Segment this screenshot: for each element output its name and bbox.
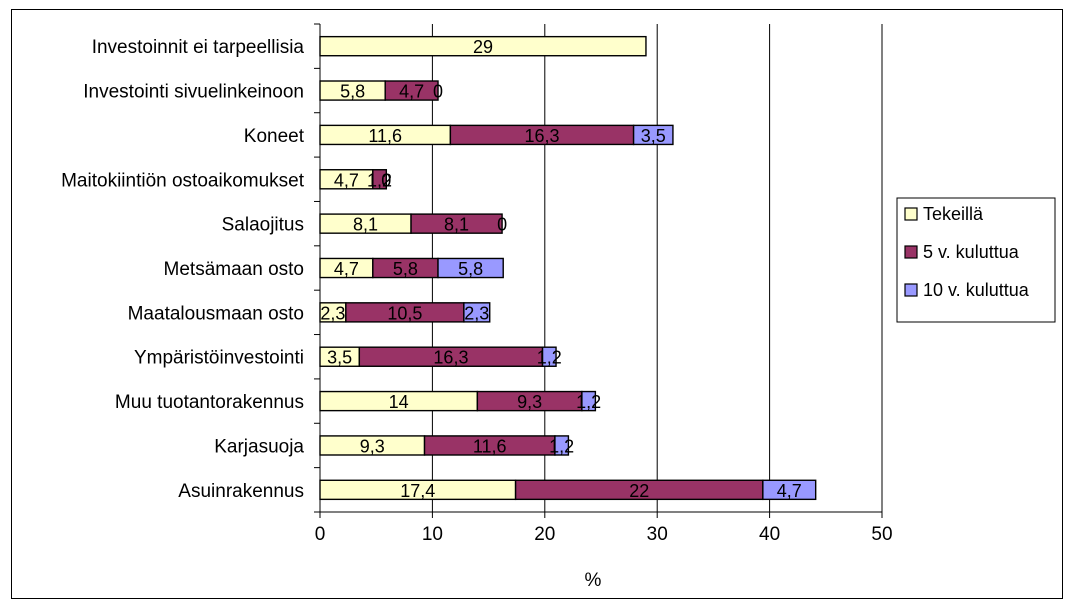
bar-segment	[762, 479, 817, 501]
category-label: Koneet	[244, 126, 305, 147]
bar-segment	[554, 435, 570, 456]
bar-segment	[437, 257, 504, 279]
legend-swatch	[904, 245, 918, 259]
data-label: 4,7	[399, 82, 424, 102]
x-tick-label: 10	[422, 524, 443, 545]
legend-label: 10 v. kuluttua	[923, 280, 1030, 300]
data-label: 17,4	[400, 481, 435, 501]
x-tick-label: 30	[647, 524, 668, 545]
data-label: 14	[389, 392, 409, 412]
data-label: 22	[629, 481, 649, 501]
gridlines	[431, 24, 883, 512]
data-label: 11,6	[368, 126, 402, 146]
bar-segment	[410, 213, 503, 234]
category-label: Salaojitus	[222, 215, 304, 236]
bar-segment	[632, 124, 674, 146]
category-label: Investointi sivuelinkeinoon	[83, 82, 304, 103]
category-label: Muu tuotantorakennus	[115, 392, 304, 413]
category-label: Maitokiintiön ostoaikomukset	[61, 170, 305, 191]
legend-label: Tekeillä	[923, 204, 984, 224]
data-label: 3,5	[641, 126, 666, 146]
category-label: Asuinrakennus	[178, 481, 304, 502]
legend-label: 5 v. kuluttua	[923, 242, 1020, 262]
axes	[314, 23, 883, 518]
data-label: 1,2	[367, 170, 392, 190]
bar-segment	[372, 169, 388, 190]
data-label: 9,3	[360, 436, 385, 456]
category-labels: Investoinnit ei tarpeellisia Investointi …	[61, 37, 305, 502]
data-label: 10,5	[387, 303, 422, 323]
data-label: 2,3	[320, 303, 345, 323]
category-label: Investoinnit ei tarpeellisia	[92, 37, 305, 58]
x-tick-label: 50	[871, 524, 892, 545]
category-label: Metsämaan osto	[164, 259, 304, 280]
data-label: 4,7	[334, 259, 359, 279]
data-label: 4,7	[334, 170, 359, 190]
legend: Tekeillä 5 v. kuluttua 10 v. kuluttua	[896, 197, 1056, 323]
tick-labels: 0 10 20 30 40 50	[315, 524, 893, 545]
data-label: 5,8	[458, 259, 483, 279]
data-label: 0	[497, 215, 507, 235]
data-labels: 295,8 4,7 011,6 16,3 3,54,7 1,208,1 8,1 04,7 5,8…	[320, 37, 801, 501]
data-label: 2,3	[464, 303, 489, 323]
x-tick-label: 40	[759, 524, 780, 545]
data-label: 1,2	[537, 348, 562, 368]
x-tick-label: 0	[315, 524, 326, 545]
category-label: Karjasuoja	[214, 436, 304, 457]
legend-swatch	[904, 283, 918, 297]
bar-segment	[463, 302, 491, 323]
x-tick-label: 20	[534, 524, 555, 545]
data-label: 9,3	[517, 392, 542, 412]
data-label: 8,1	[444, 215, 469, 235]
data-label: 3,5	[327, 348, 352, 368]
data-label: 16,3	[524, 126, 559, 146]
data-label: 1,2	[576, 392, 601, 412]
data-label: 5,8	[393, 259, 418, 279]
data-label: 11,6	[473, 436, 507, 456]
data-label: 4,7	[777, 481, 802, 501]
data-label: 1,2	[549, 436, 574, 456]
data-label: 29	[473, 37, 493, 57]
legend-swatch	[904, 207, 918, 221]
category-label: Ympäristöinvestointi	[134, 348, 304, 369]
data-label: 8,1	[353, 215, 378, 235]
bar-segment	[384, 80, 439, 101]
bar-segment	[541, 346, 557, 367]
data-label: 0	[433, 82, 443, 102]
x-axis-title: %	[585, 570, 602, 591]
legend-box	[896, 197, 1056, 323]
category-label: Maatalousmaan osto	[128, 303, 304, 324]
data-label: 0	[381, 170, 391, 190]
data-label: 5,8	[340, 82, 365, 102]
bars	[319, 35, 817, 501]
bar-segment	[581, 390, 597, 412]
data-label: 16,3	[433, 348, 468, 368]
